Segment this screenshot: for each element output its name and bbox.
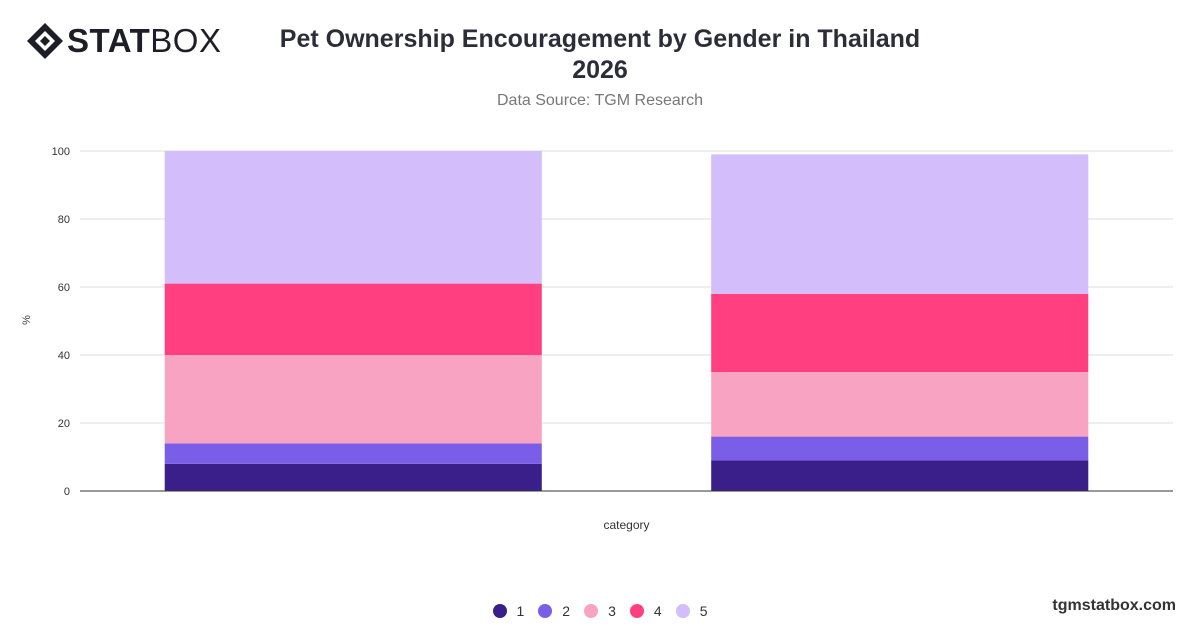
bar-segment-1[interactable]	[711, 460, 1089, 491]
brand-logo: STATBOX	[26, 22, 221, 60]
bar-segment-4[interactable]	[711, 293, 1089, 372]
bar-group	[164, 151, 1089, 491]
bar-segment-5[interactable]	[164, 151, 542, 284]
legend-swatch	[538, 604, 553, 618]
chart-title-line2: 2026	[572, 56, 628, 84]
legend-item-4[interactable]: 4	[629, 603, 662, 619]
legend-item-1[interactable]: 1	[492, 603, 525, 619]
y-tick-label: 40	[58, 350, 70, 362]
legend-label: 4	[653, 603, 662, 619]
legend-label: 1	[516, 603, 525, 619]
bar-segment-1[interactable]	[164, 463, 542, 491]
bar-segment-3[interactable]	[164, 355, 542, 444]
y-tick-label: 20	[58, 418, 70, 430]
chart-legend: 1 2 3 4 5	[0, 603, 1200, 619]
statbox-diamond-icon	[27, 23, 63, 59]
legend-swatch	[492, 604, 507, 618]
y-tick-label: 60	[58, 282, 70, 294]
legend-label: 2	[562, 603, 571, 619]
legend-item-3[interactable]: 3	[584, 603, 616, 619]
bar-segment-4[interactable]	[164, 283, 542, 355]
legend-swatch	[675, 604, 690, 618]
y-tick-label: 0	[64, 486, 70, 498]
legend-swatch	[629, 604, 644, 618]
bar-segment-2[interactable]	[711, 436, 1089, 461]
y-tick-label: 100	[52, 146, 70, 158]
legend-label: 3	[608, 603, 616, 619]
brand-name-light: BOX	[150, 22, 222, 59]
footer-site: tgmstatbox.com	[1052, 597, 1176, 614]
legend-item-2[interactable]: 2	[538, 603, 570, 619]
bar-segment-2[interactable]	[164, 443, 542, 464]
legend-label: 5	[699, 603, 708, 619]
brand-name-bold: STAT	[67, 22, 151, 59]
y-axis-ticks: 0 20 40 60 80 100	[52, 146, 70, 498]
chart-subtitle: Data Source: TGM Research	[496, 92, 703, 109]
legend-item-5[interactable]: 5	[675, 603, 708, 619]
chart-title: Pet Ownership Encouragement by Gender in…	[240, 24, 960, 86]
legend-swatch	[584, 604, 599, 618]
brand-name: STATBOX	[67, 22, 221, 60]
bar-segment-5[interactable]	[711, 154, 1089, 294]
bar-segment-3[interactable]	[711, 372, 1089, 437]
x-axis-label: category	[603, 518, 649, 532]
y-tick-label: 80	[58, 214, 70, 226]
chart-title-line1: Pet Ownership Encouragement by Gender in…	[279, 25, 921, 53]
